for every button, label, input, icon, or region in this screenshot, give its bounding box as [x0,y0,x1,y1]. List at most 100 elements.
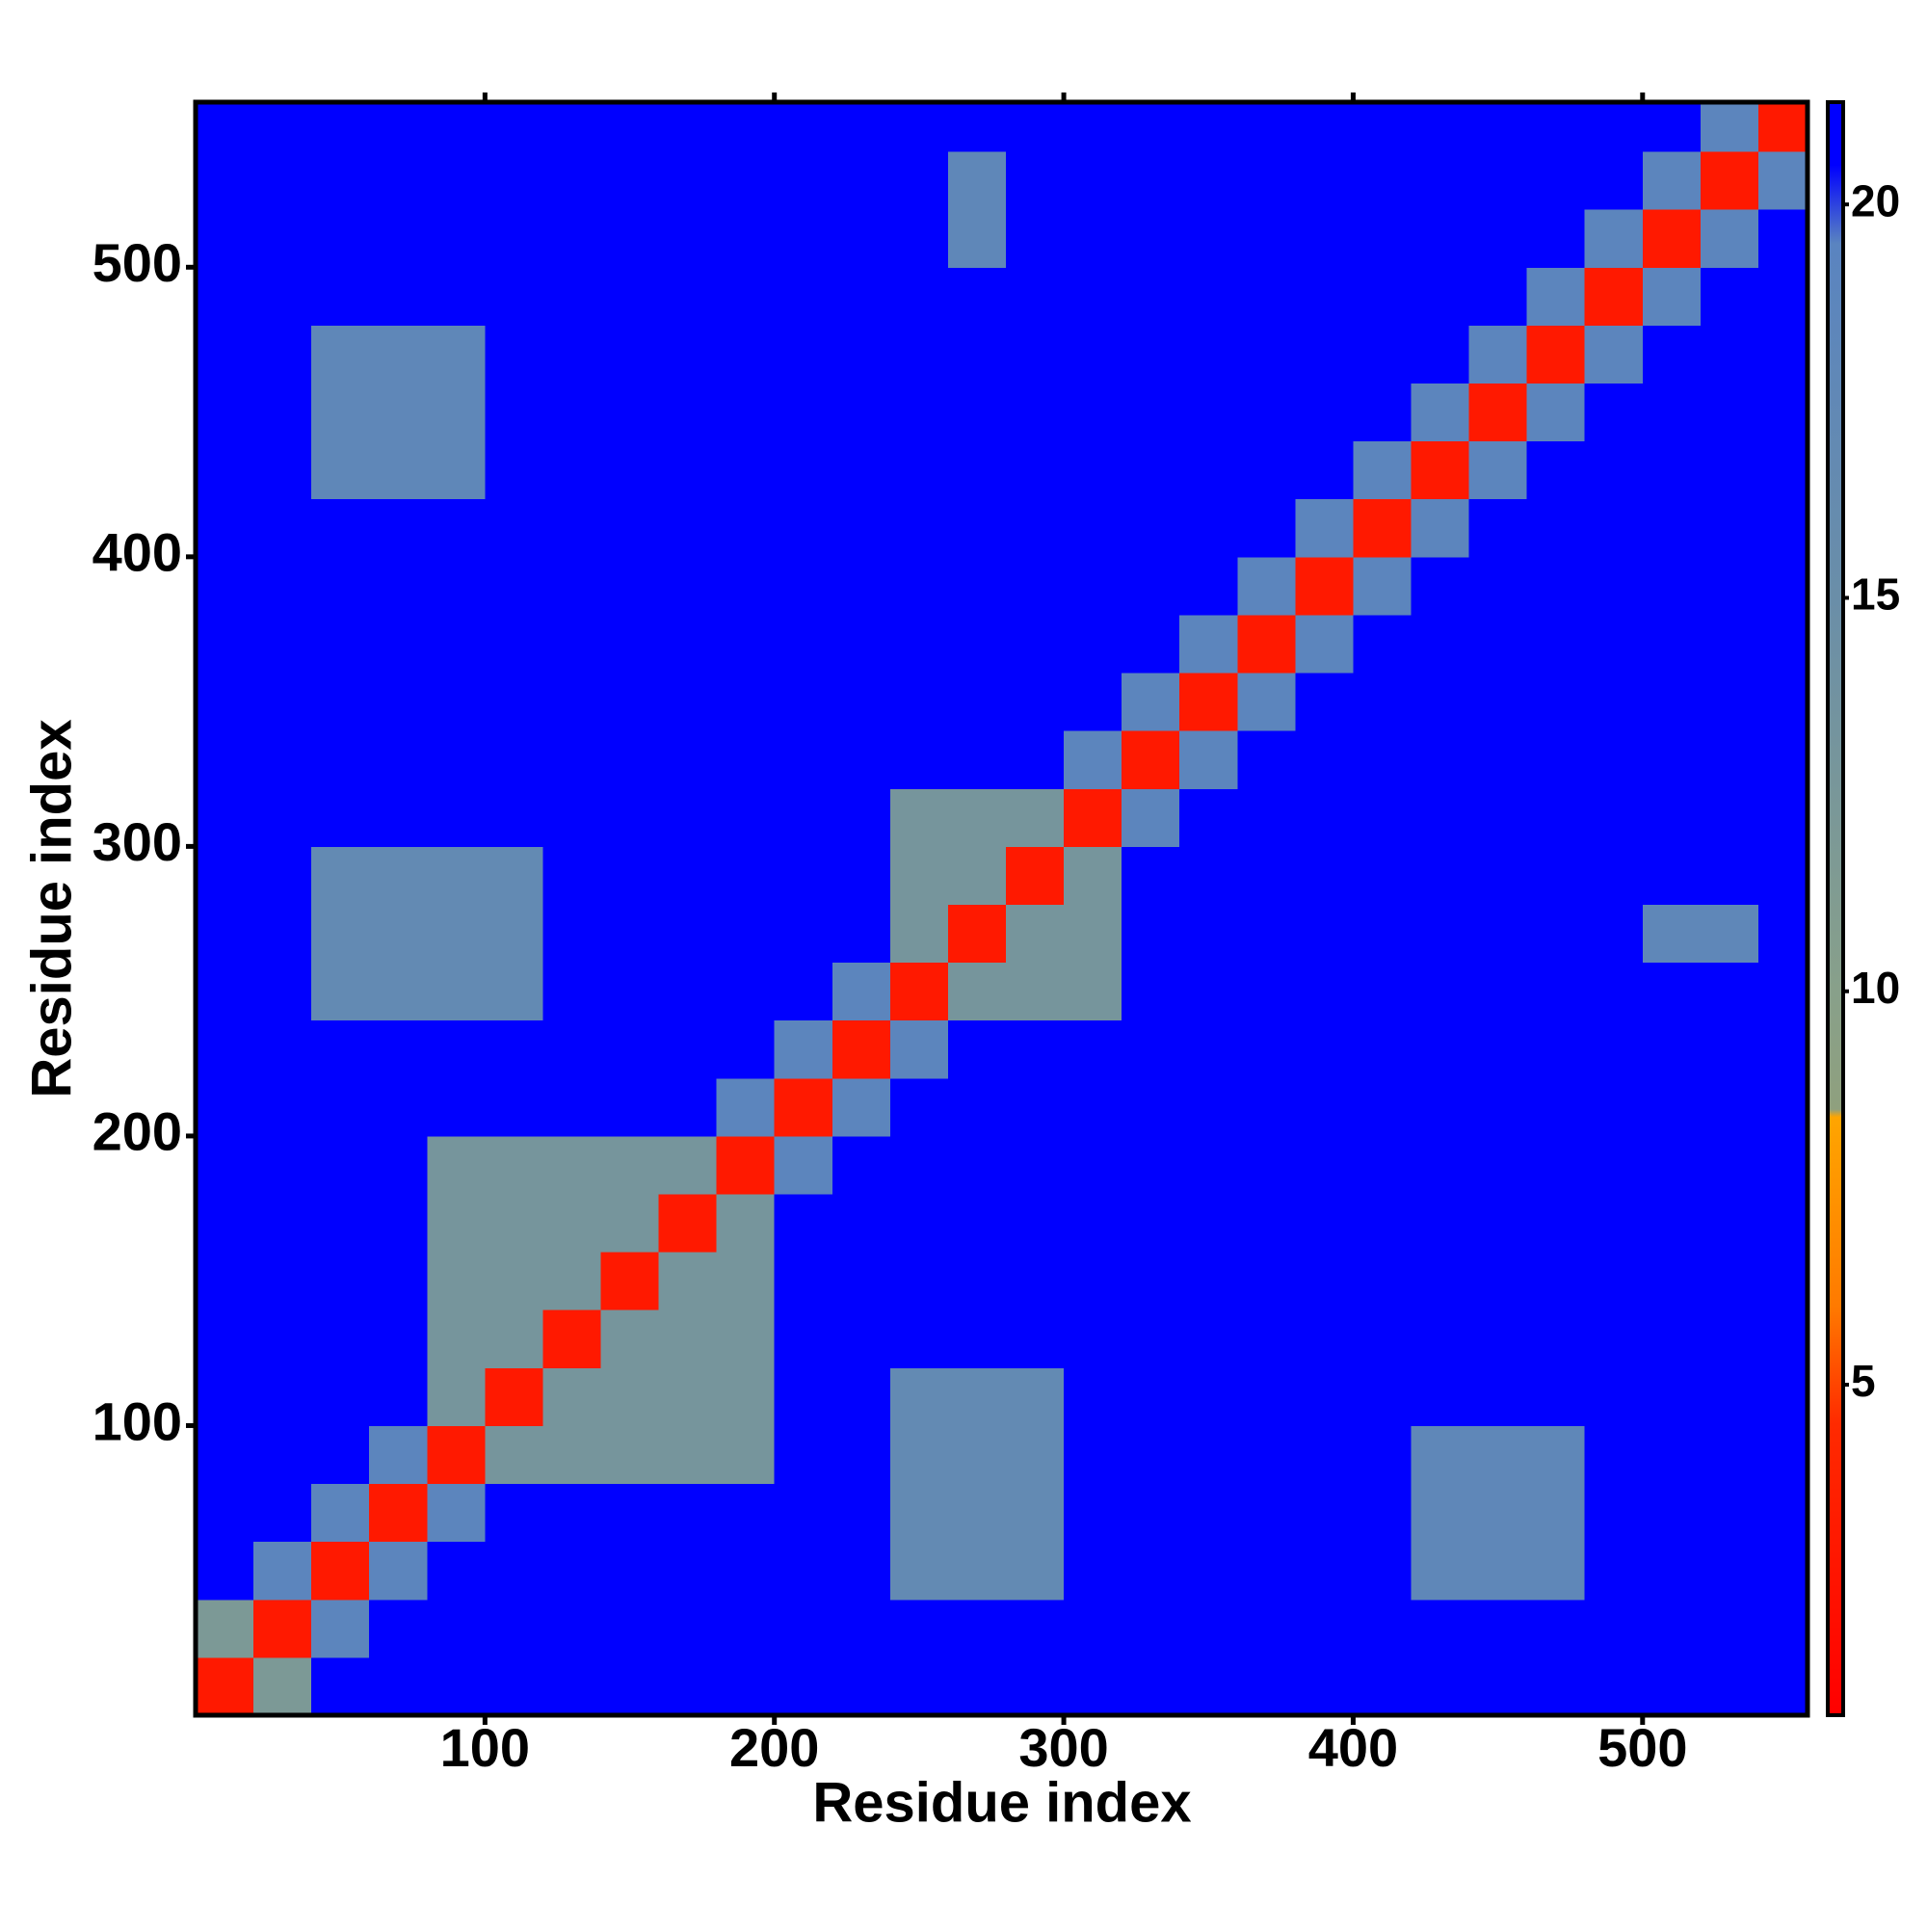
heatmap-cell [1526,151,1586,210]
heatmap-cell [1584,209,1644,268]
heatmap-cell [485,440,543,500]
heatmap-cell [1295,102,1354,152]
heatmap-cell [1526,498,1586,558]
heatmap-cell [1642,1541,1702,1601]
heatmap-cell [1122,1599,1180,1658]
heatmap-cell [369,209,428,268]
heatmap-cell [369,730,428,789]
heatmap-cell [1757,788,1808,847]
heatmap-cell [1468,1135,1528,1195]
heatmap-cell [1584,730,1644,789]
heatmap-cell [1122,904,1180,964]
heatmap-cell [1237,1656,1296,1716]
heatmap-cell [311,1252,370,1310]
heatmap-cell [947,904,1007,964]
heatmap-cell [311,788,370,847]
heatmap-cell [658,556,718,616]
heatmap-cell [1700,1194,1759,1253]
heatmap-cell [1295,498,1354,558]
heatmap-cell [1295,1252,1354,1310]
heatmap-cell [485,1135,543,1195]
heatmap-cell [1411,383,1470,442]
heatmap-cell [369,1656,428,1716]
heatmap-cell [1179,267,1238,326]
heatmap-cell [542,102,602,152]
heatmap-cell [1237,1135,1296,1195]
heatmap-cell [947,788,1007,847]
heatmap-cell [947,383,1007,442]
heatmap-cell [1179,1425,1238,1485]
heatmap-cell [369,614,428,674]
heatmap-cell [542,325,602,384]
heatmap-cell [1468,730,1528,789]
heatmap-cell [947,1483,1007,1543]
heatmap-cell [1237,1019,1296,1079]
heatmap-cell [889,209,949,268]
heatmap-cell [427,267,486,326]
heatmap-cell [832,1019,891,1079]
heatmap-cell [1064,1367,1122,1426]
heatmap-cell [889,102,949,152]
heatmap-cell [427,1367,486,1426]
heatmap-cell [311,1019,370,1079]
heatmap-cell [311,102,370,152]
heatmap-cell [542,383,602,442]
y-tick-label: 300 [92,811,182,872]
heatmap-cell [1757,962,1808,1021]
heatmap-cell [1237,1310,1296,1368]
heatmap-cell [253,1599,312,1658]
heatmap-cell [369,788,428,847]
heatmap-cell [542,1252,602,1310]
heatmap-cell [1700,962,1759,1021]
heatmap-cell [485,614,543,674]
heatmap-cell [1353,267,1412,326]
heatmap-cell [1353,730,1412,789]
heatmap-cell [1353,1599,1412,1658]
heatmap-cell [253,440,312,500]
heatmap-cell [716,440,776,500]
heatmap-cell [832,1194,891,1253]
heatmap-cell [600,1599,660,1658]
heatmap-cell [600,1483,660,1543]
heatmap-cell [1411,209,1470,268]
heatmap-cell [600,498,660,558]
heatmap-cell [253,267,312,326]
heatmap-cell [311,1599,370,1658]
heatmap-cell [1122,383,1180,442]
heatmap-cell [658,1425,718,1485]
heatmap-cell [1468,788,1528,847]
heatmap-cell [1179,383,1238,442]
plot-frame [193,99,1810,1718]
heatmap-cell [253,788,312,847]
heatmap-cell [1526,1656,1586,1716]
heatmap-cell [1295,1135,1354,1195]
heatmap-cell [1064,151,1122,210]
heatmap-cell [485,673,543,731]
heatmap-cell [832,1599,891,1658]
heatmap-cell [427,846,486,905]
colorbar-tick-label: 15 [1851,569,1900,620]
heatmap-cell [1757,102,1808,152]
x-axis-title: Residue index [812,1771,1191,1834]
heatmap-cell [832,1541,891,1601]
heatmap-cell [1700,1656,1759,1716]
heatmap-cell [1700,1135,1759,1195]
heatmap-cell [311,383,370,442]
heatmap-cell [196,788,254,847]
heatmap-cell [1584,1541,1644,1601]
heatmap-cell [253,1135,312,1195]
heatmap-cell [1757,730,1808,789]
heatmap-cell [832,1425,891,1485]
heatmap-cell [485,1252,543,1310]
heatmap-cell [1006,498,1065,558]
heatmap-cell [1642,730,1702,789]
heatmap-cell [658,1656,718,1716]
heatmap-cell [1006,673,1065,731]
heatmap-cell [196,1135,254,1195]
heatmap-cell [658,325,718,384]
heatmap-cell [1295,1367,1354,1426]
heatmap-cell [311,1367,370,1426]
heatmap-cell [658,1252,718,1310]
heatmap-cell [1584,102,1644,152]
heatmap-cell [427,1599,486,1658]
